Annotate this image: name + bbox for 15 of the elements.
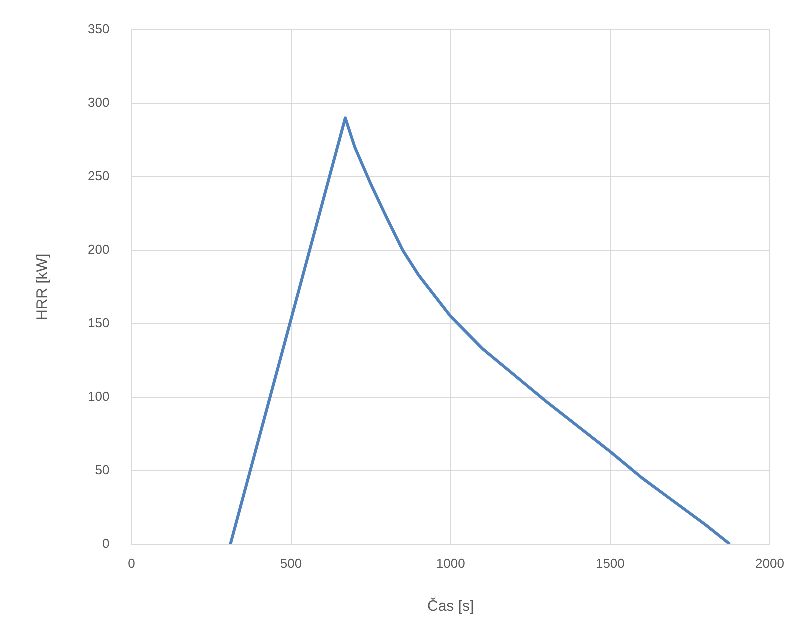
y-tick-label: 100 <box>88 389 110 404</box>
y-tick-label: 200 <box>88 242 110 258</box>
y-axis-title: HRR [kW] <box>34 254 52 321</box>
x-tick-label: 0 <box>128 556 136 571</box>
x-tick-label: 500 <box>280 556 302 571</box>
y-tick-label: 250 <box>88 168 110 184</box>
y-tick-label: 350 <box>88 22 110 37</box>
x-axis-title: Čas [s] <box>428 597 474 616</box>
y-tick-label: 50 <box>95 462 110 478</box>
x-tick-label: 2000 <box>756 556 784 571</box>
x-tick-label: 1500 <box>596 556 625 571</box>
y-tick-label: 300 <box>88 95 110 110</box>
y-tick-label: 0 <box>102 536 110 551</box>
y-tick-label: 150 <box>88 316 110 331</box>
x-tick-label: 1000 <box>436 556 466 571</box>
